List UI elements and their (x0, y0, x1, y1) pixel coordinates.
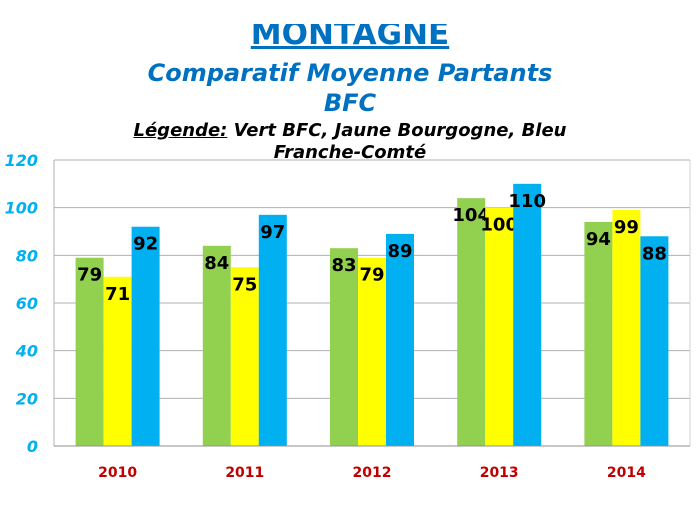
y-tick-label: 100 (5, 199, 38, 218)
x-tick-label: 2012 (353, 465, 392, 481)
bar-2011-0 (202, 245, 231, 446)
bar-2014-0 (584, 221, 613, 446)
x-tick-label: 2010 (98, 465, 137, 481)
legend-label: Légende: (133, 120, 228, 141)
bar-2010-1 (103, 276, 132, 446)
data-label: 75 (232, 274, 257, 295)
data-label: 99 (614, 217, 639, 238)
y-tick-label: 120 (5, 151, 38, 170)
bar-2011-2 (258, 214, 287, 446)
y-tick-label: 40 (15, 342, 38, 361)
y-tick-label: 0 (27, 437, 38, 456)
data-label: 97 (260, 222, 285, 243)
data-label: 79 (359, 265, 384, 286)
data-label: 83 (331, 255, 356, 276)
bar-2014-2 (640, 236, 669, 446)
data-label: 100 (480, 215, 518, 236)
bar-2013-1 (485, 207, 514, 446)
data-label: 89 (387, 241, 412, 262)
x-tick-label: 2011 (225, 465, 264, 481)
chart-subtitle: Comparatif Moyenne Partants (147, 59, 553, 87)
chart-title: MONTAGNE (250, 16, 450, 52)
data-label: 104 (452, 205, 490, 226)
bar-2011-1 (230, 267, 259, 446)
y-tick-label: 60 (16, 294, 38, 313)
legend-text: Vert BFC, Jaune Bourgogne, Bleu Franche-… (233, 120, 567, 163)
legend: Légende: Vert BFC, Jaune Bourgogne, Bleu… (0, 120, 700, 164)
x-tick-label: 2013 (480, 465, 519, 481)
data-label: 79 (77, 265, 102, 286)
x-tick-label: 2014 (607, 465, 646, 481)
data-label: 88 (642, 243, 667, 264)
data-label: 92 (133, 234, 158, 255)
chart-subtitle-2: BFC (323, 89, 377, 117)
data-label: 110 (508, 191, 546, 212)
bar-2013-0 (457, 198, 486, 446)
y-tick-label: 80 (16, 246, 38, 265)
y-tick-label: 20 (16, 389, 38, 408)
data-label: 71 (105, 284, 130, 305)
bar-2014-1 (612, 210, 641, 446)
bar-2012-0 (330, 248, 358, 446)
data-label: 84 (204, 253, 229, 274)
bar-2010-0 (75, 257, 104, 446)
bar-2010-2 (131, 226, 160, 446)
bar-2012-1 (358, 257, 386, 446)
data-label: 94 (586, 229, 611, 250)
bar-2013-2 (513, 183, 542, 447)
bar-2012-2 (386, 233, 414, 446)
